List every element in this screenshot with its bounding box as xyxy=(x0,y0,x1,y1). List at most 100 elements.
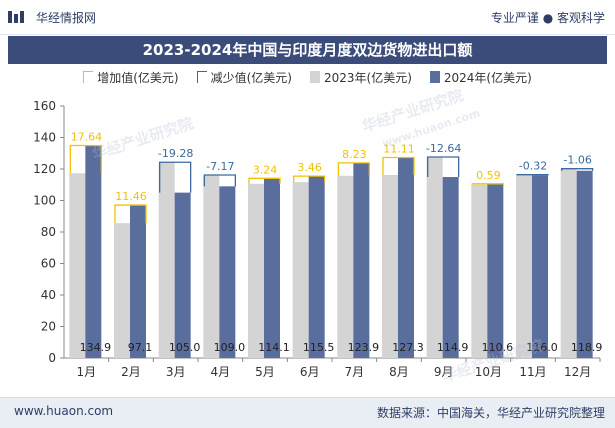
value-label-2024: 110.6 xyxy=(482,341,514,354)
bar-2023 xyxy=(471,184,488,358)
y-tick-label: 100 xyxy=(33,194,56,208)
value-label-2024: 114.1 xyxy=(258,341,290,354)
bar-2023 xyxy=(114,223,130,358)
legend-decrease-label: 减少值(亿美元) xyxy=(210,70,292,85)
value-label-2024: 114.9 xyxy=(437,341,469,354)
bar-chart: 0 20 40 60 80 100 120 140 160 17.64 134.9 1月 11.46 97… xyxy=(33,99,603,379)
bar-2024 xyxy=(576,170,593,358)
footer-source: 数据来源：中国海关，华经产业研究院整理 xyxy=(376,406,605,420)
x-tick-label: 12月 xyxy=(564,365,591,379)
change-bracket xyxy=(114,204,147,224)
change-label: 3.24 xyxy=(253,163,278,176)
change-bracket xyxy=(382,156,415,175)
bar-2024 xyxy=(85,145,102,358)
bar-2024 xyxy=(398,157,414,358)
y-tick-label: 140 xyxy=(33,131,56,145)
change-bracket xyxy=(516,174,549,176)
value-label-2024: 109.0 xyxy=(214,341,246,354)
bar-2023 xyxy=(426,157,443,358)
legend: 增加值(亿美元) 减少值(亿美元) 2023年(亿美元) 2024年(亿美元) xyxy=(0,66,615,88)
x-tick-label: 6月 xyxy=(300,365,320,379)
x-tick-label: 3月 xyxy=(166,365,186,379)
logo-icon xyxy=(8,11,24,23)
bar-2024 xyxy=(532,175,548,358)
legend-increase-swatch xyxy=(83,71,94,83)
value-label-2024: 118.9 xyxy=(571,341,603,354)
change-label: -1.06 xyxy=(563,154,591,167)
value-label-2024: 116.0 xyxy=(526,341,558,354)
change-bracket xyxy=(427,156,460,178)
footer-website[interactable]: www.huaon.com xyxy=(14,404,114,418)
x-tick-label: 2月 xyxy=(121,365,141,379)
bar-2023 xyxy=(560,168,577,358)
y-tick-label: 80 xyxy=(41,225,56,239)
bar-2024 xyxy=(264,178,280,358)
bar-2023 xyxy=(382,174,398,358)
legend-2023: 2023年(亿美元) xyxy=(309,66,412,88)
x-tick-label: 1月 xyxy=(77,365,97,379)
change-bracket xyxy=(337,162,370,176)
legend-increase-label: 增加值(亿美元) xyxy=(97,70,179,85)
bar-2024 xyxy=(353,162,370,358)
value-label-2024: 115.5 xyxy=(303,341,335,354)
bar-2023 xyxy=(158,162,175,358)
y-tick-label: 120 xyxy=(33,162,56,176)
x-tick-label: 4月 xyxy=(211,365,231,379)
bar-2024 xyxy=(487,183,504,358)
change-bracket xyxy=(471,183,504,185)
y-tick-label: 160 xyxy=(33,99,56,113)
change-label: 11.11 xyxy=(383,143,415,156)
x-tick-label: 10月 xyxy=(475,365,502,379)
y-tick-label: 0 xyxy=(48,351,56,365)
change-bracket xyxy=(69,144,102,174)
bar-2024 xyxy=(219,186,236,358)
bar-2023 xyxy=(292,182,309,358)
slogan: 专业严谨 ● 客观科学 xyxy=(490,11,605,25)
legend-2023-label: 2023年(亿美元) xyxy=(323,70,412,85)
change-bracket xyxy=(159,161,192,193)
change-label: 8.23 xyxy=(342,148,367,161)
change-bracket xyxy=(203,174,236,187)
change-bracket xyxy=(293,175,326,183)
change-bracket xyxy=(561,168,594,171)
change-label: -12.64 xyxy=(426,142,461,155)
value-label-2024: 134.9 xyxy=(80,341,112,354)
y-tick-label: 20 xyxy=(41,320,56,334)
legend-2023-swatch xyxy=(309,71,320,83)
change-label: -19.28 xyxy=(158,147,193,160)
top-bar: 华经情报网 专业严谨 ● 客观科学 xyxy=(0,0,615,35)
change-label: 17.64 xyxy=(71,131,103,144)
y-tick-label: 40 xyxy=(41,288,56,302)
footer: www.huaon.com 数据来源：中国海关，华经产业研究院整理 xyxy=(0,397,615,428)
x-tick-label: 5月 xyxy=(255,365,275,379)
change-label: 3.46 xyxy=(297,161,322,174)
legend-2024: 2024年(亿美元) xyxy=(429,66,532,88)
chart-title: 2023-2024年中国与印度月度双边货物进出口额 xyxy=(8,36,607,64)
bar-2023 xyxy=(516,174,532,358)
bar-2023 xyxy=(69,173,86,358)
x-tick-label: 8月 xyxy=(389,365,409,379)
brand-name: 华经情报网 xyxy=(36,11,97,25)
value-label-2024: 123.9 xyxy=(348,341,380,354)
bar-2024 xyxy=(308,176,325,358)
bar-2023 xyxy=(248,183,264,358)
bar-2023 xyxy=(203,174,220,358)
x-tick-label: 7月 xyxy=(345,365,365,379)
legend-decrease-swatch xyxy=(196,71,207,83)
legend-increase: 增加值(亿美元) xyxy=(83,66,179,88)
bar-2024 xyxy=(442,177,459,358)
value-label-2024: 105.0 xyxy=(169,341,201,354)
change-label: -0.32 xyxy=(519,160,547,173)
legend-2024-swatch xyxy=(429,71,440,83)
bar-2023 xyxy=(337,175,354,358)
value-label-2024: 97.1 xyxy=(128,341,153,354)
bar-2024 xyxy=(174,192,191,358)
change-label: -7.17 xyxy=(206,160,234,173)
value-label-2024: 127.3 xyxy=(392,341,424,354)
y-tick-label: 60 xyxy=(41,257,56,271)
legend-decrease: 减少值(亿美元) xyxy=(196,66,292,88)
x-tick-label: 9月 xyxy=(434,365,454,379)
legend-2024-label: 2024年(亿美元) xyxy=(443,70,532,85)
bar-2024 xyxy=(130,205,146,358)
change-label: 11.46 xyxy=(115,190,147,203)
